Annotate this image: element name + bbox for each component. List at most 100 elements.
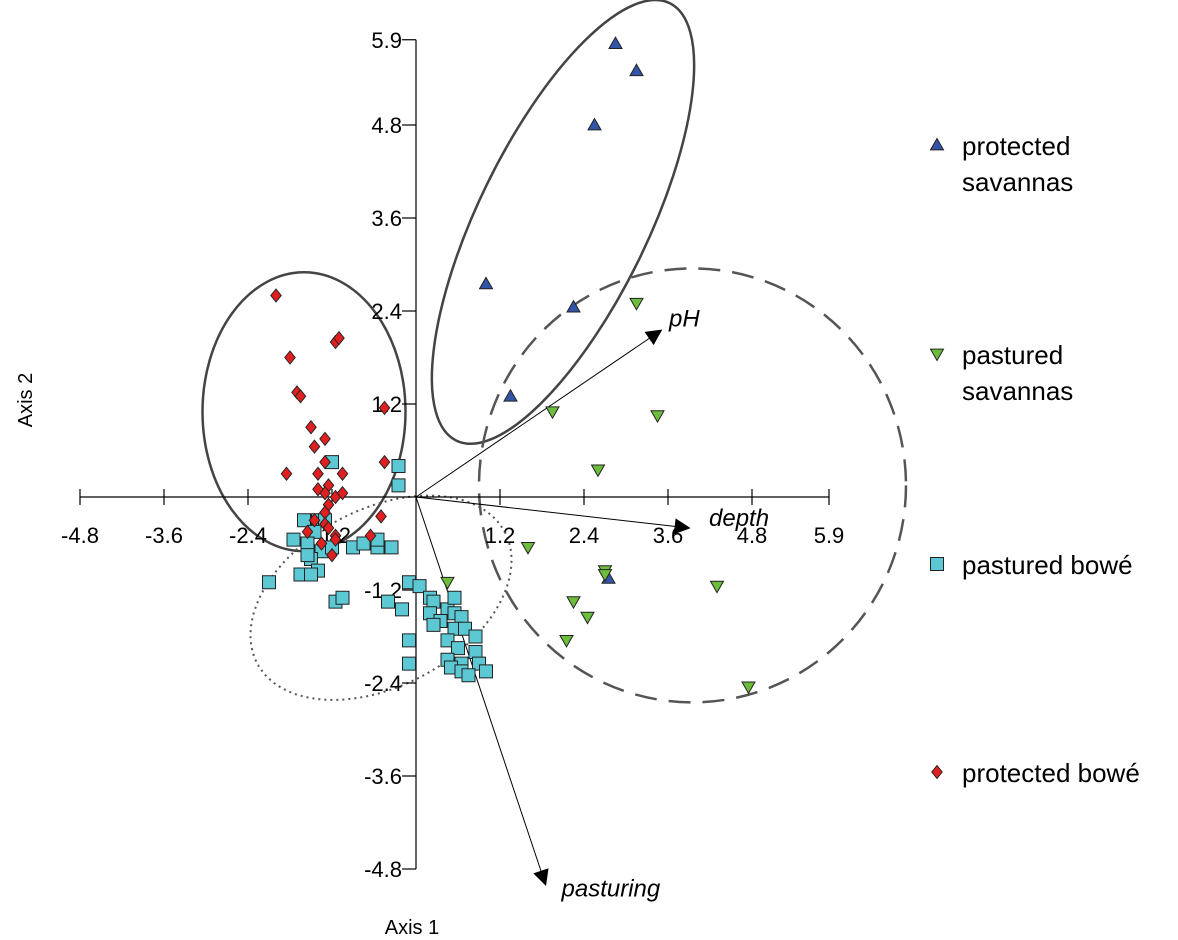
vector-label-depth: depth [709,505,769,532]
point-pastured-bowé [447,590,462,605]
point-pastured-bowé [479,664,493,679]
point-protected-savannas [478,276,494,290]
point-pastured-bowé [356,536,371,551]
point-pastured-bowé [391,478,406,493]
environment-vectors: pH depth pasturing [415,305,769,903]
point-protected-savannas [587,117,602,131]
legend-marker-pastured-savannas [929,348,945,362]
axes: -4.8-3.6-2.4-1.21.22.43.64.85.95.94.83.6… [61,28,844,882]
point-pastured-bowé [461,668,476,683]
point-pastured-savannas [709,580,725,594]
vector-depth [415,496,691,535]
ellipse-pastured-savannas [477,267,908,704]
point-pastured-bowé [402,633,416,648]
x-axis-title: Axis 1 [385,917,439,939]
point-protected-bowé [315,536,328,551]
point-pastured-bowé [262,575,276,590]
y-tick-label: 2.4 [371,299,402,324]
point-protected-bowé [305,419,317,435]
point-pastured-bowé [395,602,409,617]
point-pastured-bowé [402,656,416,671]
x-tick-label: 4.8 [737,523,768,548]
point-pastured-savannas [440,576,455,590]
legend-marker-protected-bowé [931,764,943,780]
point-pastured-bowé [440,633,455,648]
point-protected-bowé [322,520,335,536]
point-pastured-bowé [458,621,472,636]
point-protected-bowé [294,388,307,404]
point-pastured-savannas [741,681,756,695]
point-pastured-bowé [304,567,318,582]
legend-label-protected-savannas: protected [962,131,1070,161]
ellipse-pastured-bowé [249,494,513,701]
y-tick-label: -3.6 [364,764,402,789]
point-pastured-bowé [335,590,350,605]
x-tick-label: 5.9 [814,523,845,548]
point-protected-bowé [333,330,345,346]
x-tick-label: 2.4 [569,523,600,548]
point-protected-bowé [336,485,349,501]
group-ellipses [201,0,908,704]
x-tick-label: -2.4 [229,523,267,548]
point-protected-bowé [308,512,321,528]
point-pastured-bowé [297,513,311,528]
y-axis-title: Axis 2 [15,373,37,427]
legend: protected savannas pastured savannas pasture… [929,131,1140,788]
point-pastured-savannas [580,611,595,625]
vector-label-ph: pH [668,305,700,332]
x-tick-label: -4.8 [61,523,99,548]
point-pastured-bowé [300,548,315,563]
point-protected-bowé [312,481,324,497]
y-tick-label: -4.8 [364,857,402,882]
point-pastured-bowé [426,594,441,609]
point-protected-bowé [319,454,331,470]
legend-label-protected-bowé: protected bowé [962,758,1140,788]
x-tick-label: -3.6 [145,523,183,548]
point-pastured-bowé [468,629,483,644]
point-pastured-savannas [597,569,613,583]
point-protected-bowé [280,466,293,482]
y-tick-label: 3.6 [371,206,402,231]
point-protected-bowé [364,528,377,544]
point-pastured-bowé [381,594,395,609]
ellipse-protected-savannas [430,0,696,446]
vector-ph [415,329,663,498]
point-protected-bowé [284,350,296,365]
vector-pasturing [415,496,549,887]
point-protected-bowé [375,509,387,524]
legend-label-pastured-bowé: pastured bowé [962,550,1133,580]
point-pastured-bowé [426,617,441,632]
vector-label-pasturing: pasturing [561,876,661,903]
point-pastured-bowé [391,459,406,473]
point-pastured-savannas [629,297,644,311]
point-protected-bowé [301,524,314,540]
point-pastured-savannas [566,596,581,610]
point-pastured-bowé [454,610,469,625]
y-tick-label: 5.9 [371,28,402,53]
legend-label-pastured-savannas: pastured [962,340,1063,370]
legend-label-pastured-savannas: savannas [962,376,1073,406]
point-pastured-savannas [590,464,606,478]
point-pastured-savannas [545,406,560,420]
legend-marker-pastured-bowé [930,557,944,571]
point-pastured-bowé [384,540,399,555]
point-protected-savannas [629,63,644,77]
point-protected-bowé [308,439,321,454]
point-protected-bowé [319,431,331,447]
legend-label-protected-savannas: savannas [962,167,1073,197]
point-pastured-savannas [559,635,574,648]
point-protected-bowé [378,400,391,416]
point-protected-savannas [608,36,623,49]
point-pastured-savannas [650,410,665,424]
point-pastured-savannas [520,542,536,555]
point-pastured-bowé [468,645,483,659]
point-protected-savannas [503,388,518,402]
y-tick-label: 4.8 [371,113,402,138]
y-tick-label: -2.4 [364,671,402,696]
point-pastured-bowé [451,641,465,656]
legend-marker-protected-savannas [929,137,945,151]
point-protected-bowé [312,466,324,482]
point-protected-savannas [566,299,581,313]
point-protected-bowé [378,454,391,470]
